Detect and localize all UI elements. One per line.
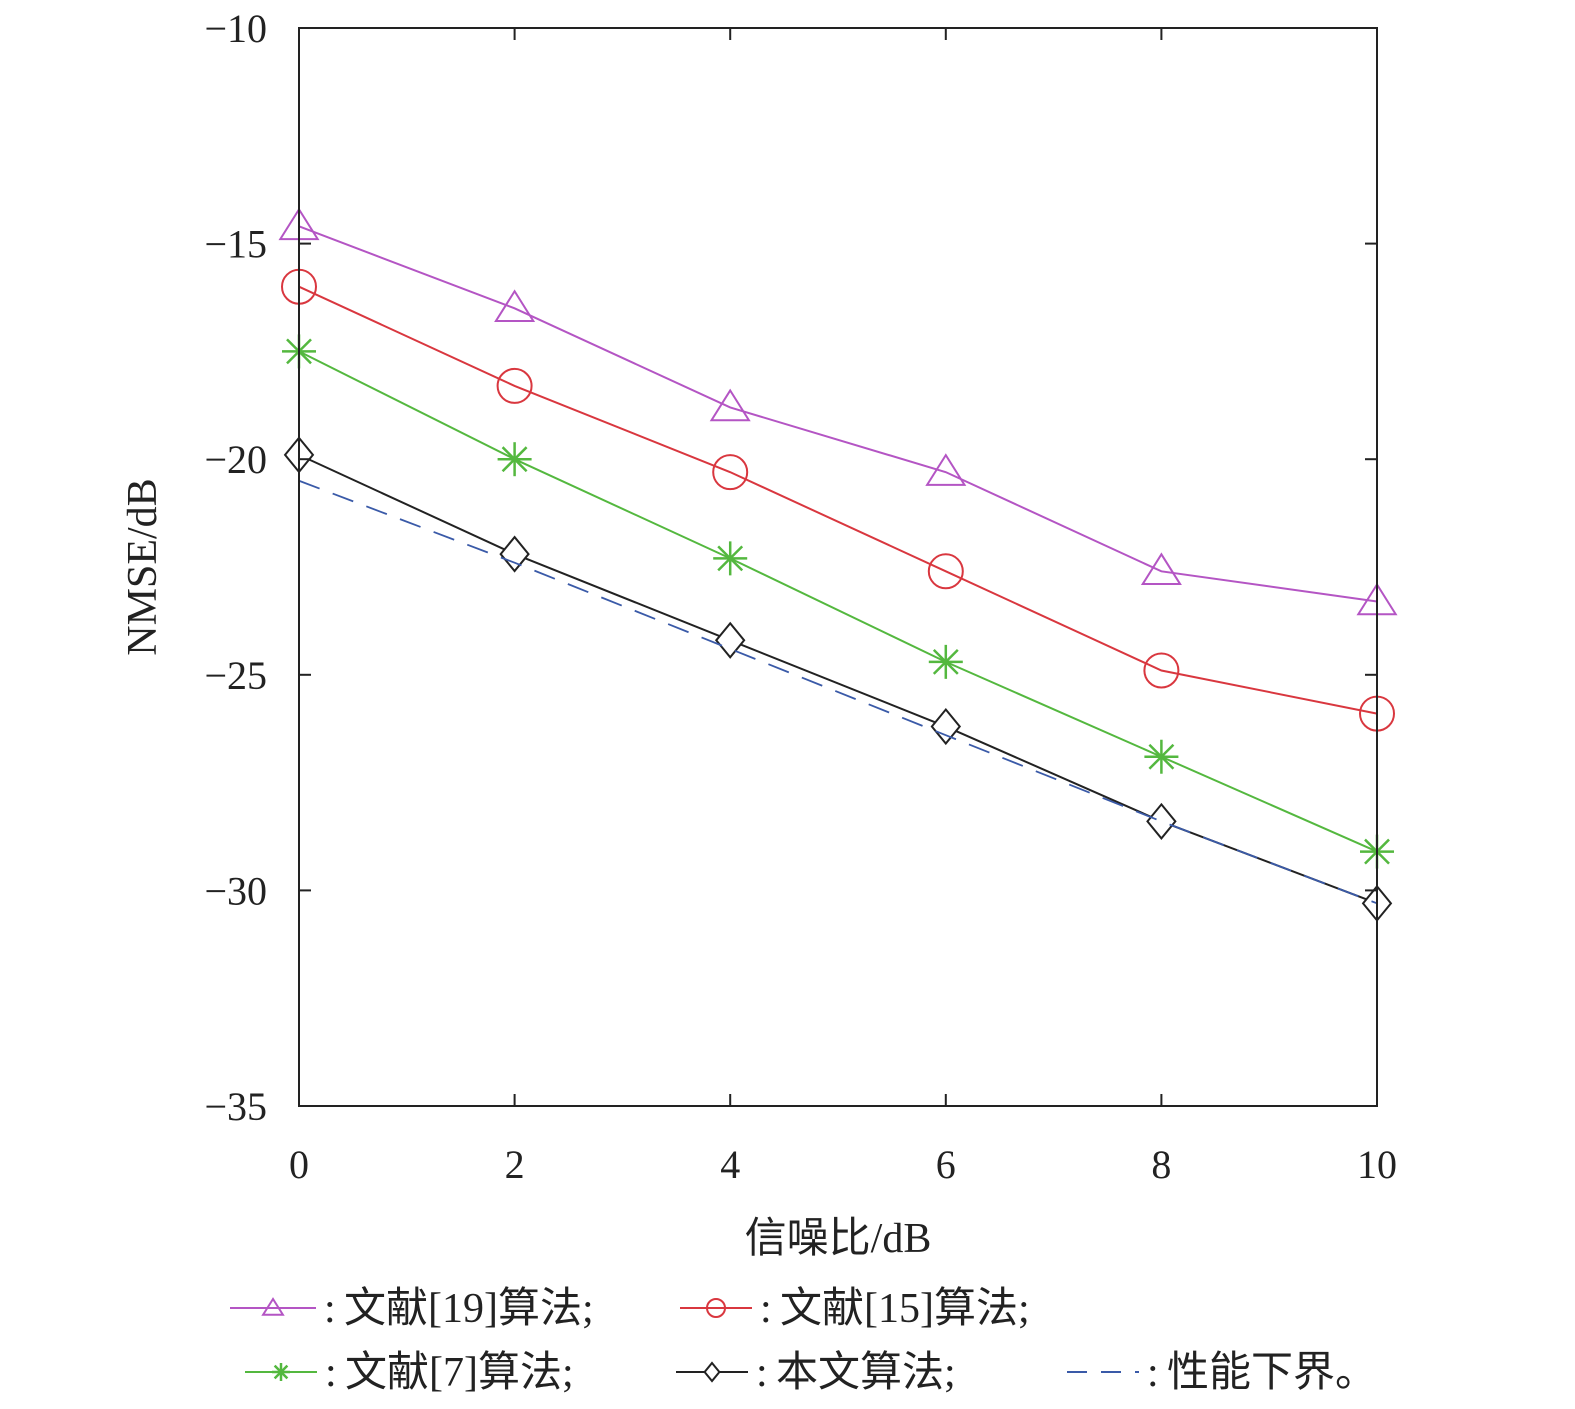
series-3-point <box>497 442 532 477</box>
x-axis-label: 信噪比/dB <box>745 1216 932 1262</box>
legend-separator: : <box>756 1350 768 1396</box>
plot-frame <box>298 27 1378 1107</box>
series-2-point <box>496 367 533 404</box>
legend-item-1: : 文献[19]算法; <box>230 1285 594 1332</box>
legend-swatch-marker <box>272 1363 290 1381</box>
series-2-point <box>1143 652 1180 689</box>
series-4 <box>283 436 1393 922</box>
legend-label: 本文算法; <box>776 1349 956 1396</box>
series-1-point <box>925 453 967 486</box>
series-2-point <box>712 454 749 491</box>
legend-label: 文献[7]算法; <box>345 1349 574 1396</box>
series-1-point <box>1140 552 1182 586</box>
series-4-point <box>714 621 746 659</box>
x-tick-label: 4 <box>720 1142 740 1187</box>
legend-swatch-marker <box>703 1361 721 1383</box>
y-axis-label: NMSE/dB <box>120 478 166 655</box>
series-4-point <box>1146 802 1177 840</box>
legend-label: 文献[15]算法; <box>780 1285 1030 1332</box>
series-4-point <box>930 707 962 746</box>
series-3-point-stroke <box>717 545 744 572</box>
series-5 <box>298 479 1378 905</box>
series-4-point <box>499 535 530 573</box>
series-1-line <box>298 225 1378 603</box>
y-tick-label: −10 <box>204 6 267 51</box>
legend-swatch-marker-stroke <box>273 1364 289 1380</box>
x-tick-label: 2 <box>505 1142 525 1187</box>
y-tick-label: −35 <box>204 1084 267 1129</box>
y-tick-label: −20 <box>204 437 267 482</box>
series-3-point <box>713 541 748 576</box>
x-tick-label: 10 <box>1357 1142 1397 1187</box>
y-tick-label: −15 <box>204 222 267 267</box>
series-2-line <box>298 285 1378 715</box>
series-3-point-stroke <box>501 446 528 473</box>
legend-separator: : <box>324 1286 336 1332</box>
series-3-point-stroke <box>1148 743 1175 770</box>
series-2-point <box>927 553 964 590</box>
series-2 <box>281 268 1395 732</box>
legend-item-5: : 性能下界。 <box>1067 1350 1377 1396</box>
legend-label: 文献[19]算法; <box>344 1285 594 1332</box>
legend-swatch-marker <box>706 1298 726 1318</box>
legend-separator: : <box>1147 1350 1159 1396</box>
plot-series-layer <box>278 207 1398 922</box>
x-tick-label: 0 <box>289 1142 309 1187</box>
legend-label: 性能下界。 <box>1167 1350 1377 1396</box>
legend-item-3: : 文献[7]算法; <box>245 1349 574 1396</box>
series-1-point <box>494 289 536 323</box>
series-4-line <box>298 453 1378 905</box>
x-tick-label: 8 <box>1151 1142 1171 1187</box>
legend: : 文献[19]算法;: 文献[15]算法;: 文献[7]算法;: 本文算法;: 性能下界… <box>230 1285 1377 1396</box>
series-3-point <box>928 644 963 679</box>
series-1-point <box>709 388 751 422</box>
series-5-line <box>298 479 1378 905</box>
series-3-point <box>1144 739 1179 774</box>
axis-ticks-layer: 0 2 4 6 8 10 −35 −30 −25 −20 −15 −10 <box>204 6 1397 1187</box>
series-3-line <box>298 350 1378 853</box>
series-3-point-stroke <box>932 648 959 675</box>
legend-swatch-marker <box>261 1297 285 1316</box>
y-tick-label: −30 <box>204 868 267 913</box>
legend-separator: : <box>760 1286 772 1332</box>
x-tick-label: 6 <box>936 1142 956 1187</box>
series-3 <box>282 334 1394 869</box>
legend-item-4: : 本文算法; <box>676 1349 956 1396</box>
legend-item-2: : 文献[15]算法; <box>680 1285 1030 1332</box>
series-1 <box>278 207 1398 616</box>
y-tick-label: −25 <box>204 653 267 698</box>
legend-separator: : <box>325 1350 337 1396</box>
